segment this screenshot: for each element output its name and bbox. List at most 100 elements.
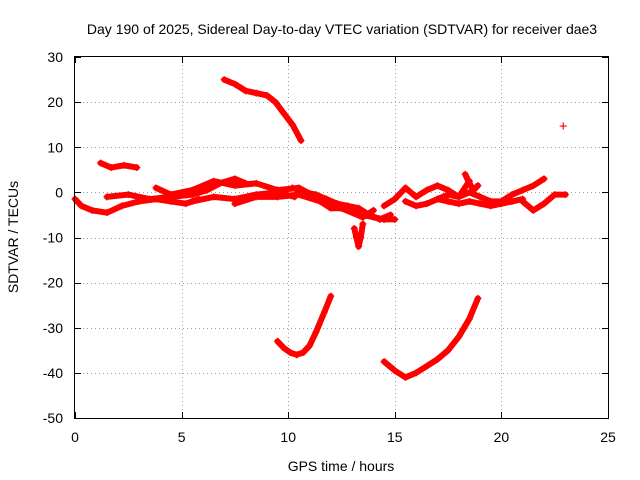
data-point [357,234,365,241]
series-arc-2 [97,159,141,172]
data-point [252,89,260,97]
data-point [529,206,537,214]
x-tick-label: 10 [280,429,296,445]
data-point [299,349,307,357]
data-point [551,191,559,199]
data-point [433,182,441,190]
data-point [77,202,85,210]
data-point [508,191,516,199]
data-point [412,369,420,377]
data-point [519,186,527,194]
data-point [401,184,409,192]
data-point [274,337,282,345]
data-point [293,351,301,359]
data-point [470,186,478,194]
series-line [189,189,298,205]
y-tick-label: -40 [43,365,63,381]
x-tick-label: 0 [71,429,79,445]
data-point [348,206,356,214]
data-point [188,186,196,194]
data-point [423,362,431,370]
data-point [271,98,279,106]
data-point [167,191,175,199]
data-point [280,109,288,117]
data-point [465,315,473,323]
data-point [444,197,452,205]
data-point [350,224,358,232]
series-arc-17 [519,191,569,214]
data-point [301,188,309,196]
data-point [210,193,218,201]
data-point [133,164,141,172]
series-line [274,293,334,358]
data-point [327,204,335,212]
data-point [288,184,296,192]
series-arc-8 [274,292,335,359]
data-point [474,294,482,302]
data-point [103,209,111,217]
data-point [252,179,260,187]
series-line [381,295,481,381]
data-point [203,186,211,194]
data-point [391,367,399,375]
data-point [97,159,105,167]
x-tick-label: 5 [178,429,186,445]
x-tick-label: 20 [494,429,510,445]
chart-title: Day 190 of 2025, Sidereal Day-to-day VTE… [87,21,597,37]
series-line [97,160,140,171]
data-point [476,193,484,201]
data-point [316,197,324,205]
data-point [231,200,239,208]
data-point [338,204,345,212]
data-point [369,206,377,214]
data-point [146,195,154,203]
data-point [327,292,335,300]
data-point [519,197,527,205]
axis-ticks: 0 5 10 15 20 25 -50 -40 -30 -20 -10 0 10 20 30 [43,49,616,445]
data-point [120,161,128,169]
data-point [263,91,271,99]
x-axis-label: GPS time / hours [288,458,395,474]
data-point [220,76,228,84]
data-point [359,220,367,228]
data-point [465,197,473,205]
data-point [455,193,463,201]
data-point [288,121,296,129]
data-point [306,342,314,350]
data-point [369,213,377,221]
data-point [423,200,431,208]
data-point [487,197,495,205]
data-point [88,206,96,214]
data-point [182,200,190,208]
data-point [412,193,420,201]
data-point [455,333,463,341]
data-point [380,215,388,223]
data-point [444,346,452,354]
y-tick-label: 20 [47,94,63,110]
data-point [540,175,548,183]
data-point [103,193,111,201]
series-arc-15 [433,175,548,205]
series-arc-16 [461,170,482,194]
data-point [152,184,160,192]
series-isolated-point [559,122,567,130]
series-line [221,76,304,144]
data-point [231,175,239,183]
data-point [412,202,420,210]
data-point [465,179,473,187]
data-point [559,122,567,130]
y-axis-label: SDTVAR / TECUs [5,181,21,293]
data-point [561,191,569,199]
series-arc-10 [316,197,399,223]
data-points [71,76,569,381]
y-tick-label: 0 [55,184,63,200]
grid-lines [75,57,608,418]
data-point [433,195,441,203]
data-point [391,215,399,223]
y-tick-label: -30 [43,320,63,336]
data-point [401,373,409,381]
data-point [312,328,320,336]
data-point [280,344,288,352]
x-tick-label: 25 [600,429,616,445]
y-tick-label: 10 [47,139,63,155]
